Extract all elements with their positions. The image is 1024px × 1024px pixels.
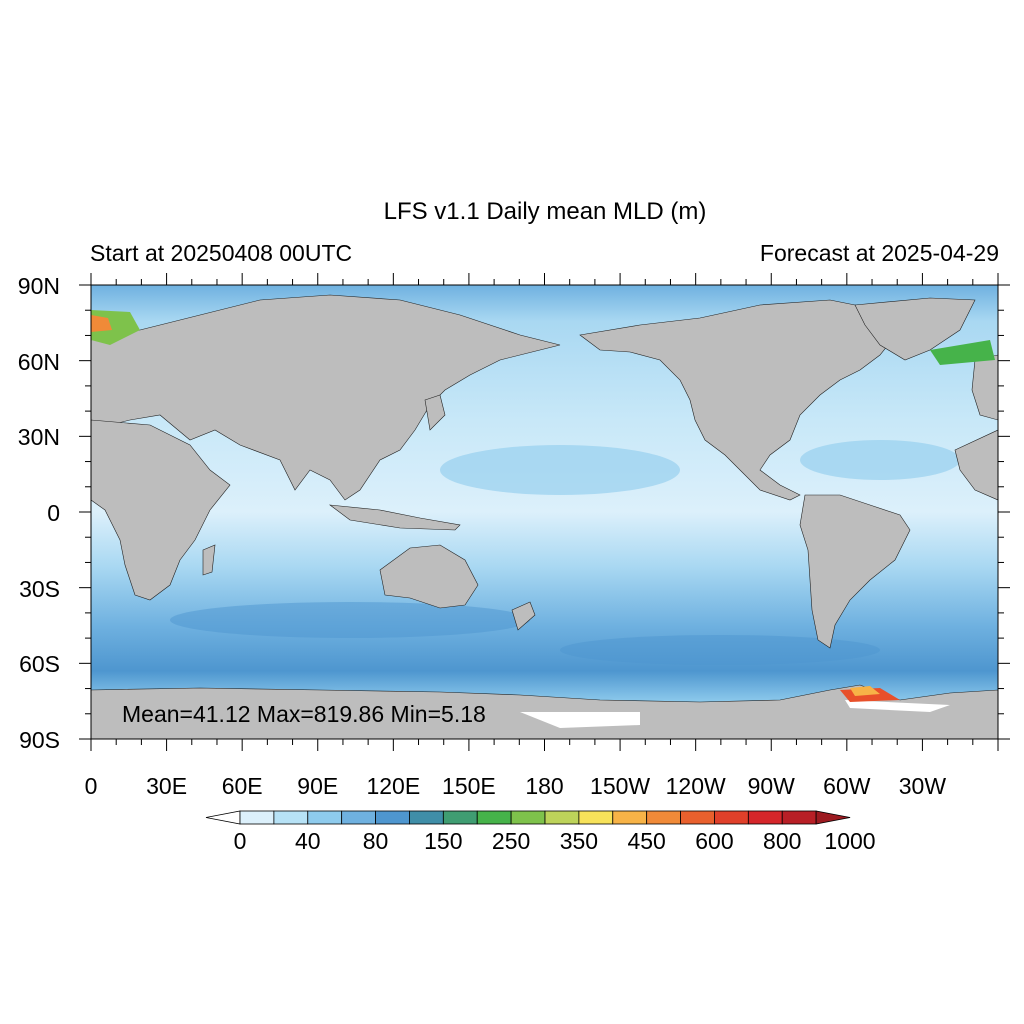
- longitude-label: 0: [84, 773, 98, 799]
- colorbar-swatch: [747, 810, 783, 825]
- forecast-time-label: Forecast at 2025-04-29: [759, 240, 999, 266]
- land-africa-west: [954, 429, 998, 501]
- longitude-label: 150W: [590, 773, 651, 799]
- colorbar-label: 350: [559, 828, 599, 854]
- colorbar-label: 800: [763, 828, 802, 854]
- colorbar-low-arrow: [205, 810, 241, 825]
- latitude-label: 30N: [17, 424, 60, 451]
- colorbar-swatch: [273, 810, 309, 825]
- ocean-patch: [800, 440, 960, 480]
- colorbar-swatch: [646, 810, 681, 825]
- latitude-label: 90N: [17, 273, 60, 299]
- land-madagascar: [202, 544, 216, 576]
- colorbar-swatch: [510, 810, 546, 825]
- longitude-label: 90E: [297, 773, 339, 799]
- ice-shelf: [520, 712, 640, 728]
- colorbar-swatch: [544, 810, 580, 825]
- colorbar: [205, 810, 851, 825]
- latitude-label: 90S: [19, 727, 60, 753]
- latitude-label: 60N: [17, 348, 60, 375]
- colorbar-label: 1000: [824, 828, 876, 854]
- colorbar-swatch: [781, 810, 817, 825]
- land-japan: [424, 394, 446, 431]
- map-plot-area: [91, 285, 998, 739]
- map-title: LFS v1.1 Daily mean MLD (m): [383, 198, 707, 225]
- longitude-label: 60E: [221, 773, 263, 799]
- colorbar-swatch: [341, 810, 376, 825]
- colorbar-high-arrow: [815, 810, 851, 825]
- ice-shelf: [845, 700, 950, 712]
- deep-mixing-weddell-fringe: [850, 686, 880, 696]
- land-south-america: [799, 494, 911, 649]
- latitude-label: 0: [47, 500, 60, 526]
- ocean-patch: [560, 635, 880, 665]
- colorbar-swatch: [375, 810, 410, 825]
- land-new-zealand: [511, 601, 536, 631]
- deep-mixing-labrador: [930, 340, 995, 365]
- colorbar-label: 450: [627, 828, 666, 854]
- colorbar-label: 80: [362, 828, 389, 854]
- land-europe-edge: [971, 354, 998, 421]
- colorbar-swatch: [239, 810, 275, 825]
- colorbar-swatch: [578, 810, 614, 825]
- ocean-patch: [440, 445, 680, 495]
- longitude-label: 120E: [366, 773, 421, 799]
- colorbar-swatch: [476, 810, 512, 825]
- colorbar-label: 250: [491, 828, 531, 854]
- deep-mixing-barents-core: [91, 315, 112, 332]
- colorbar-label: 0: [233, 828, 247, 854]
- axis-ticks: [79, 273, 1010, 751]
- stats-label: Mean=41.12 Max=819.86 Min=5.18: [122, 701, 486, 727]
- longitude-label: 30E: [146, 773, 188, 799]
- colorbar-swatch: [409, 810, 444, 825]
- longitude-label: 150E: [442, 773, 496, 799]
- colorbar-swatch: [680, 810, 715, 825]
- colorbar-label: 600: [695, 828, 734, 854]
- colorbar-swatch: [442, 810, 478, 825]
- colorbar-label: 150: [424, 828, 463, 854]
- land-eurasia: [91, 294, 561, 501]
- longitude-label: 60W: [823, 773, 871, 799]
- ocean-patch: [170, 602, 530, 638]
- latitude-label: 60S: [19, 651, 60, 678]
- colorbar-label: 40: [294, 828, 321, 854]
- longitude-label: 180: [525, 773, 564, 799]
- land-africa: [91, 419, 231, 601]
- land-indonesia: [328, 504, 461, 531]
- longitude-label: 90W: [747, 773, 795, 799]
- colorbar-swatch: [612, 810, 648, 825]
- longitude-label: 120W: [665, 773, 726, 799]
- longitude-label: 30W: [898, 773, 947, 799]
- land-australia: [379, 544, 479, 609]
- colorbar-swatch: [714, 810, 749, 825]
- latitude-label: 30S: [19, 575, 60, 602]
- colorbar-swatch: [307, 810, 343, 825]
- start-time-label: Start at 20250408 00UTC: [90, 240, 353, 266]
